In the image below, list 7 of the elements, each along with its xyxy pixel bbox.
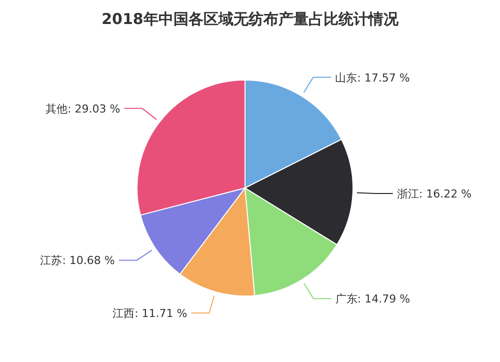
- slice-label: 其他: 29.03 %: [46, 102, 120, 116]
- chart-title: 2018年中国各区域无纺布产量占比统计情况: [102, 10, 400, 28]
- slice-label: 江苏: 10.68 %: [40, 254, 115, 268]
- slice-label: 广东: 14.79 %: [335, 292, 410, 306]
- slice-label: 浙江: 16.22 %: [396, 188, 472, 201]
- slice-label: 山东: 17.57 %: [335, 71, 410, 84]
- slice-label: 江西: 11.71 %: [112, 306, 188, 320]
